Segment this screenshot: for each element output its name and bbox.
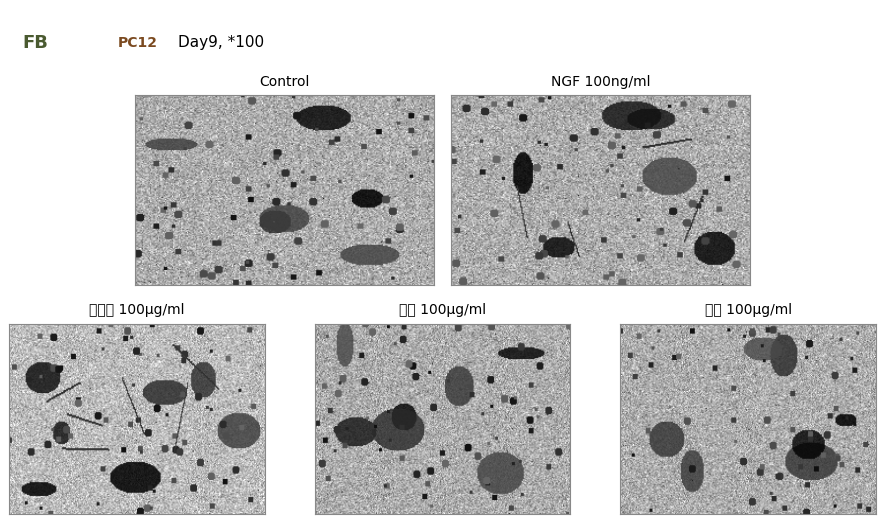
Text: PC12: PC12 bbox=[118, 36, 158, 50]
Text: FB: FB bbox=[22, 34, 48, 52]
Text: Control: Control bbox=[259, 75, 310, 89]
Text: 기장 100μg/ml: 기장 100μg/ml bbox=[399, 303, 486, 317]
Text: 토마토 100μg/ml: 토마토 100μg/ml bbox=[89, 303, 185, 317]
Text: 레모 100μg/ml: 레모 100μg/ml bbox=[704, 303, 792, 317]
Text: C6: C6 bbox=[73, 34, 99, 52]
Text: Day9, *100: Day9, *100 bbox=[178, 35, 264, 50]
Text: NGF 100ng/ml: NGF 100ng/ml bbox=[551, 75, 650, 89]
